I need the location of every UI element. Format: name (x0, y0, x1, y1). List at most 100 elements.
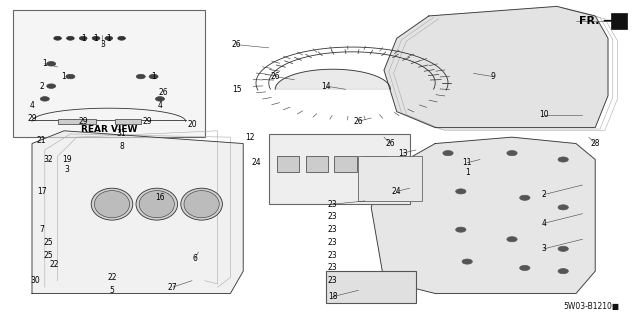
Circle shape (136, 74, 145, 79)
Circle shape (54, 36, 61, 40)
Text: 3: 3 (541, 244, 547, 253)
FancyBboxPatch shape (364, 156, 385, 172)
Polygon shape (275, 69, 390, 89)
Text: 13: 13 (398, 149, 408, 158)
Text: 23: 23 (328, 276, 338, 285)
Text: 25: 25 (43, 251, 53, 260)
Circle shape (558, 269, 568, 274)
FancyBboxPatch shape (306, 156, 328, 172)
Text: 19: 19 (62, 155, 72, 164)
Text: 3: 3 (100, 40, 105, 49)
Text: 1: 1 (465, 168, 470, 177)
Text: 1: 1 (81, 34, 86, 43)
Ellipse shape (180, 188, 223, 220)
Text: 29: 29 (27, 114, 37, 122)
Text: 23: 23 (328, 238, 338, 247)
Text: 2: 2 (39, 82, 44, 91)
FancyBboxPatch shape (58, 119, 96, 124)
FancyBboxPatch shape (269, 134, 410, 204)
FancyBboxPatch shape (326, 271, 416, 303)
Text: 14: 14 (321, 82, 332, 91)
Text: 25: 25 (43, 238, 53, 247)
Text: 4: 4 (541, 219, 547, 228)
Circle shape (92, 36, 100, 40)
Circle shape (47, 62, 56, 66)
Circle shape (520, 195, 530, 200)
Circle shape (507, 151, 517, 156)
Circle shape (47, 84, 56, 88)
Circle shape (443, 151, 453, 156)
Text: 29: 29 (142, 117, 152, 126)
Text: 23: 23 (328, 200, 338, 209)
Text: 26: 26 (232, 40, 242, 49)
Circle shape (79, 36, 87, 40)
Text: 7: 7 (39, 225, 44, 234)
Text: 29: 29 (78, 117, 88, 126)
Text: 32: 32 (43, 155, 53, 164)
Text: 1: 1 (151, 72, 156, 81)
FancyBboxPatch shape (13, 10, 205, 137)
Ellipse shape (184, 191, 219, 218)
Text: 30: 30 (30, 276, 40, 285)
Text: 17: 17 (36, 187, 47, 196)
Text: 1: 1 (61, 72, 67, 81)
Text: 2: 2 (541, 190, 547, 199)
Circle shape (456, 189, 466, 194)
Circle shape (456, 227, 466, 232)
Text: 6: 6 (193, 254, 198, 263)
FancyBboxPatch shape (358, 156, 422, 201)
Text: 26: 26 (353, 117, 364, 126)
Circle shape (118, 36, 125, 40)
Text: 26: 26 (385, 139, 396, 148)
Circle shape (156, 97, 164, 101)
Text: 23: 23 (328, 251, 338, 260)
Polygon shape (32, 131, 243, 293)
Text: 12: 12 (245, 133, 254, 142)
Text: 21: 21 (37, 136, 46, 145)
FancyBboxPatch shape (277, 156, 300, 172)
Text: 1: 1 (106, 34, 111, 43)
Circle shape (40, 97, 49, 101)
Circle shape (67, 36, 74, 40)
Circle shape (558, 157, 568, 162)
Circle shape (507, 237, 517, 242)
Text: 11: 11 (463, 158, 472, 167)
Text: 23: 23 (328, 263, 338, 272)
Text: 24: 24 (251, 158, 261, 167)
Text: 28: 28 (591, 139, 600, 148)
Circle shape (558, 205, 568, 210)
Text: 18: 18 (328, 292, 337, 301)
Text: 26: 26 (270, 72, 280, 81)
Text: REAR VIEW: REAR VIEW (81, 125, 137, 134)
Text: 8: 8 (119, 142, 124, 151)
Ellipse shape (136, 188, 178, 220)
Text: 3: 3 (65, 165, 70, 174)
Ellipse shape (92, 188, 133, 220)
FancyBboxPatch shape (335, 156, 357, 172)
FancyBboxPatch shape (611, 13, 627, 29)
Text: 1: 1 (93, 34, 99, 43)
Text: 24: 24 (392, 187, 402, 196)
Text: 1: 1 (42, 59, 47, 68)
Ellipse shape (140, 191, 174, 218)
Circle shape (105, 36, 113, 40)
Text: 9: 9 (490, 72, 495, 81)
Circle shape (558, 246, 568, 251)
Text: 22: 22 (108, 273, 116, 282)
Text: 20: 20 (187, 120, 197, 129)
Circle shape (149, 74, 158, 79)
Text: 23: 23 (328, 212, 338, 221)
FancyBboxPatch shape (115, 119, 141, 124)
Text: 5: 5 (109, 286, 115, 295)
Polygon shape (384, 6, 608, 128)
Text: 31: 31 (116, 130, 127, 138)
Text: 16: 16 (155, 193, 165, 202)
Circle shape (66, 74, 75, 79)
Text: 26: 26 (158, 88, 168, 97)
Circle shape (520, 265, 530, 271)
Text: 4: 4 (157, 101, 163, 110)
Text: 5W03-B1210■: 5W03-B1210■ (563, 302, 620, 311)
Text: FR.: FR. (579, 16, 600, 26)
Circle shape (462, 259, 472, 264)
Text: 4: 4 (29, 101, 35, 110)
